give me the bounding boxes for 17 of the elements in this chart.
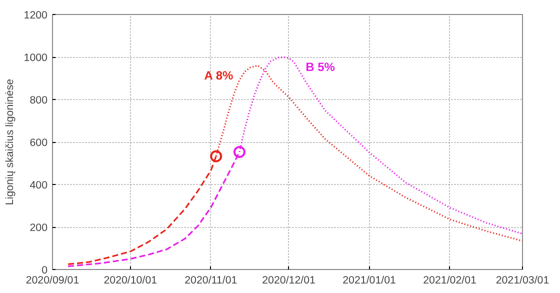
y-tick-label: 400 bbox=[30, 180, 48, 192]
y-tick-label: 0 bbox=[42, 264, 48, 276]
x-tick-label: 2020/09/01 bbox=[26, 274, 80, 286]
series-label: B 5% bbox=[306, 60, 336, 74]
x-tick-label: 2021/03/01 bbox=[496, 274, 550, 286]
series-label: A 8% bbox=[204, 68, 234, 82]
y-axis-title: Ligonių skaičius ligoninėse bbox=[4, 78, 16, 206]
x-tick-label: 2020/11/01 bbox=[184, 274, 238, 286]
y-tick-label: 1200 bbox=[24, 10, 48, 22]
x-tick-label: 2020/12/01 bbox=[262, 274, 316, 286]
y-tick-label: 1000 bbox=[24, 52, 48, 64]
y-tick-label: 800 bbox=[30, 94, 48, 106]
y-tick-label: 200 bbox=[30, 222, 48, 234]
x-tick-label: 2021/01/01 bbox=[342, 274, 396, 286]
x-tick-label: 2020/10/01 bbox=[104, 274, 158, 286]
x-tick-label: 2021/02/01 bbox=[423, 274, 477, 286]
y-tick-label: 600 bbox=[30, 137, 48, 149]
